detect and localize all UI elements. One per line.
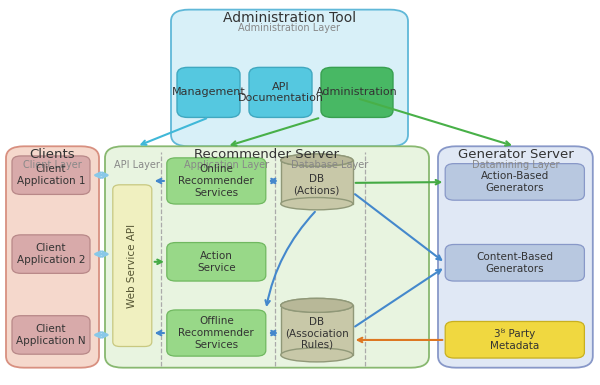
FancyBboxPatch shape xyxy=(171,10,408,146)
Text: Offline
Recommender
Services: Offline Recommender Services xyxy=(178,316,254,350)
FancyBboxPatch shape xyxy=(167,310,266,356)
Text: Client
Application N: Client Application N xyxy=(16,324,86,346)
FancyBboxPatch shape xyxy=(281,305,353,355)
FancyBboxPatch shape xyxy=(177,67,240,117)
Text: Administration Layer: Administration Layer xyxy=(239,23,341,33)
Text: API Layer: API Layer xyxy=(114,160,160,170)
FancyBboxPatch shape xyxy=(105,146,429,368)
Text: Datamining Layer: Datamining Layer xyxy=(472,160,559,170)
Ellipse shape xyxy=(281,154,353,166)
Text: Online
Recommender
Services: Online Recommender Services xyxy=(178,164,254,198)
Ellipse shape xyxy=(281,154,353,166)
Text: Client
Application 2: Client Application 2 xyxy=(17,243,85,265)
FancyBboxPatch shape xyxy=(249,67,312,117)
Ellipse shape xyxy=(281,298,353,312)
Text: API
Documentation: API Documentation xyxy=(238,82,323,103)
FancyBboxPatch shape xyxy=(113,185,152,346)
FancyBboxPatch shape xyxy=(445,244,584,281)
FancyBboxPatch shape xyxy=(438,146,593,368)
FancyBboxPatch shape xyxy=(167,158,266,204)
Text: DB
(Association
Rules): DB (Association Rules) xyxy=(285,317,349,350)
Ellipse shape xyxy=(281,348,353,362)
FancyBboxPatch shape xyxy=(321,67,393,117)
Ellipse shape xyxy=(281,298,353,312)
FancyBboxPatch shape xyxy=(445,164,584,200)
Text: Action-Based
Generators: Action-Based Generators xyxy=(481,171,549,193)
FancyBboxPatch shape xyxy=(12,235,90,273)
Text: Web Service API: Web Service API xyxy=(127,224,137,308)
FancyBboxPatch shape xyxy=(445,321,584,358)
Text: Client
Application 1: Client Application 1 xyxy=(17,164,85,186)
FancyBboxPatch shape xyxy=(12,316,90,354)
Text: Client Layer: Client Layer xyxy=(23,160,82,170)
Text: Action
Service: Action Service xyxy=(197,251,236,273)
FancyBboxPatch shape xyxy=(6,146,99,368)
Text: Content-Based
Generators: Content-Based Generators xyxy=(476,252,553,274)
Text: Administration: Administration xyxy=(316,87,398,97)
Text: Application Layer: Application Layer xyxy=(184,160,269,170)
Text: Generator Server: Generator Server xyxy=(458,148,573,161)
FancyBboxPatch shape xyxy=(12,156,90,194)
Text: DB
(Actions): DB (Actions) xyxy=(293,174,340,196)
FancyBboxPatch shape xyxy=(167,243,266,281)
Text: Management: Management xyxy=(172,87,245,97)
Text: Recommender Server: Recommender Server xyxy=(194,148,340,161)
Ellipse shape xyxy=(281,198,353,210)
Text: 3ᴽ Party
Metadata: 3ᴽ Party Metadata xyxy=(490,329,539,351)
Text: Database Layer: Database Layer xyxy=(292,160,368,170)
Text: Administration Tool: Administration Tool xyxy=(223,11,356,25)
Text: Clients: Clients xyxy=(29,148,76,161)
FancyBboxPatch shape xyxy=(281,160,353,204)
